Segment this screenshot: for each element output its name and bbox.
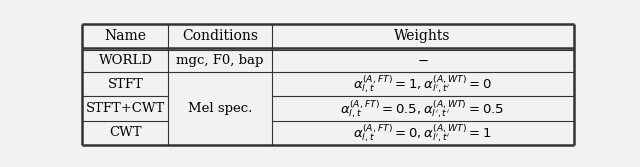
Text: mgc, F0, bap: mgc, F0, bap — [176, 54, 264, 67]
Text: Conditions: Conditions — [182, 29, 258, 43]
Text: WORLD: WORLD — [99, 54, 152, 67]
Text: Weights: Weights — [394, 29, 451, 43]
Text: CWT: CWT — [109, 126, 141, 139]
Text: $\alpha_{l,t}^{(A,FT)} = 0, \alpha_{l',t'}^{(A,WT)} = 1$: $\alpha_{l,t}^{(A,FT)} = 0, \alpha_{l',t… — [353, 122, 492, 144]
Text: Name: Name — [104, 29, 147, 43]
Text: $\alpha_{l,t}^{(A,FT)} = 1, \alpha_{l',t'}^{(A,WT)} = 0$: $\alpha_{l,t}^{(A,FT)} = 1, \alpha_{l',t… — [353, 73, 492, 95]
Text: $\alpha_{l,t}^{(A,FT)} = 0.5, \alpha_{l',t'}^{(A,WT)} = 0.5$: $\alpha_{l,t}^{(A,FT)} = 0.5, \alpha_{l'… — [340, 98, 505, 120]
Text: STFT+CWT: STFT+CWT — [86, 102, 165, 115]
Text: STFT: STFT — [108, 78, 143, 91]
Text: $-$: $-$ — [417, 54, 428, 67]
Text: Mel spec.: Mel spec. — [188, 102, 252, 115]
